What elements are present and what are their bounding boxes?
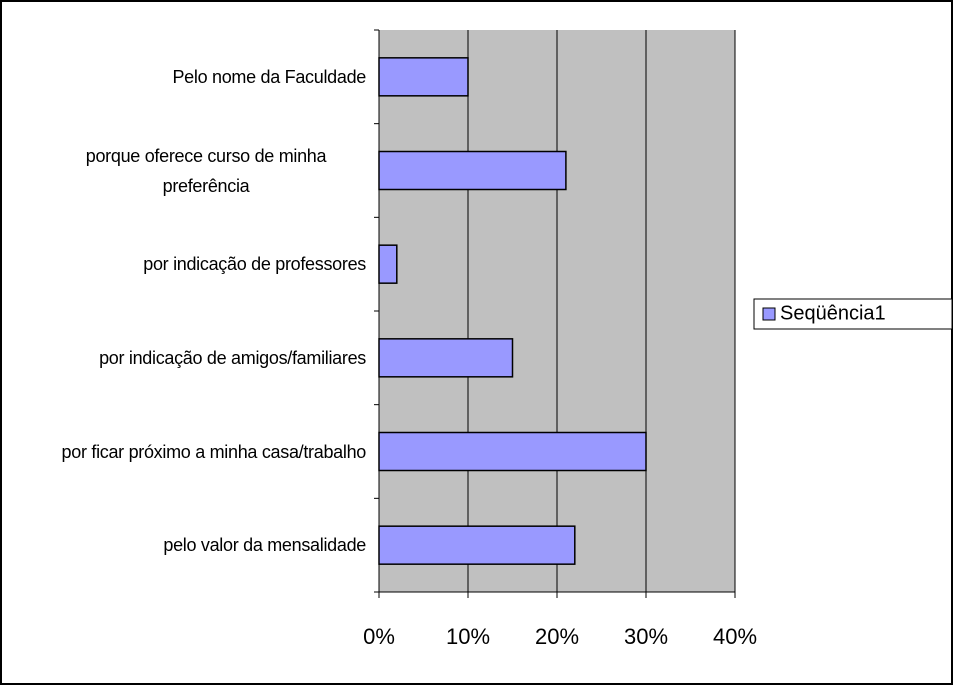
bar xyxy=(378,57,469,97)
bar xyxy=(378,338,514,378)
y-tick-label: por indicação de professores xyxy=(143,254,366,275)
legend-box xyxy=(753,298,953,330)
bar xyxy=(378,525,576,565)
category-label-box: pelo valor da mensalidade xyxy=(0,515,366,575)
legend-swatch xyxy=(762,307,776,321)
bar xyxy=(378,431,647,472)
y-tick-label: Pelo nome da Faculdade xyxy=(172,66,366,87)
x-tick-label: 30% xyxy=(624,624,668,649)
y-tick-label: porque oferece curso de minha preferênci… xyxy=(85,145,327,196)
y-tick-label: por indicação de amigos/familiares xyxy=(99,347,366,368)
bar xyxy=(378,150,567,191)
x-tick-label: 20% xyxy=(535,624,579,649)
category-label-box: por indicação de amigos/familiares xyxy=(0,328,366,388)
x-tick-label: 0% xyxy=(363,624,395,649)
y-tick-label: por ficar próximo a minha casa/trabalho xyxy=(61,441,367,462)
bar xyxy=(378,244,398,284)
legend-label: Seqüência1 xyxy=(780,302,886,324)
category-label-box: por indicação de professores xyxy=(0,234,366,294)
category-label-box: Pelo nome da Faculdade xyxy=(0,47,366,107)
y-tick-label: pelo valor da mensalidade xyxy=(163,535,366,556)
category-label-box: porque oferece curso de minha preferênci… xyxy=(0,141,366,201)
x-tick-label: 40% xyxy=(713,624,757,649)
category-label-box: por ficar próximo a minha casa/trabalho xyxy=(0,422,367,482)
x-tick-label: 10% xyxy=(446,624,490,649)
